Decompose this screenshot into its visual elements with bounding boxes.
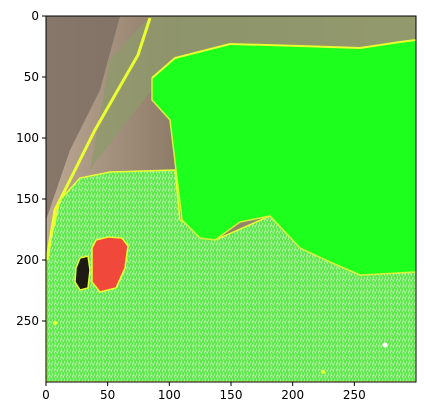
x-tick-label: 150 (220, 388, 243, 402)
y-tick-label: 50 (24, 70, 39, 84)
tree-trunk-region (46, 16, 120, 220)
dark-region (74, 255, 91, 291)
x-tick-label: 200 (281, 388, 304, 402)
y-tick-label: 0 (31, 9, 39, 23)
x-axis: 0 50 100 150 200 250 (42, 382, 366, 402)
x-tick-label: 250 (343, 388, 366, 402)
y-tick-label: 250 (16, 314, 39, 328)
y-tick-label: 150 (16, 192, 39, 206)
y-axis: 0 50 100 150 200 250 (16, 9, 46, 328)
y-tick-label: 100 (16, 131, 39, 145)
red-region (91, 236, 129, 293)
x-tick-label: 50 (100, 388, 115, 402)
y-tick-label: 200 (16, 253, 39, 267)
plot-image (46, 16, 416, 382)
grass-mask (46, 170, 416, 382)
x-tick-label: 0 (42, 388, 50, 402)
trunk-outline (46, 17, 152, 261)
x-tick-label: 100 (158, 388, 181, 402)
cow-mask (152, 40, 416, 275)
